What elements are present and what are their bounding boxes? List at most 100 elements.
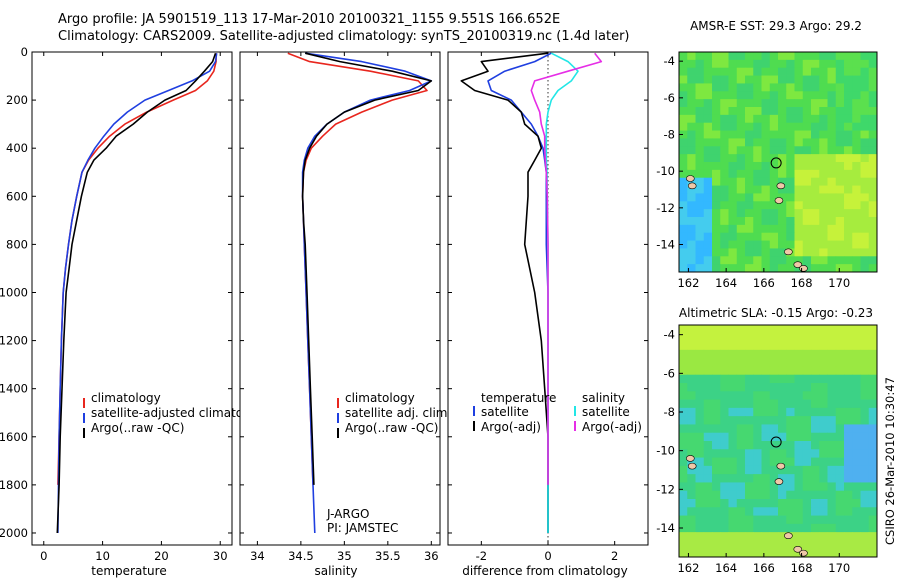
map-cell [835, 114, 845, 124]
map-cell [860, 114, 870, 124]
map-cell [835, 83, 845, 92]
map-cell [712, 59, 721, 69]
map-cell [794, 341, 804, 351]
map-cell [819, 99, 828, 108]
map-cell [794, 391, 804, 400]
map-cell [786, 499, 795, 508]
map-cell [745, 490, 754, 500]
map-cell [860, 523, 870, 533]
map-cell [745, 358, 754, 367]
map-cell [852, 499, 861, 508]
map-cell [844, 548, 853, 558]
map-cell [679, 457, 688, 467]
map-cell [794, 75, 804, 84]
map-cell [687, 341, 696, 351]
map-cell [819, 515, 828, 525]
map-cell [720, 523, 729, 533]
map-cell [827, 224, 837, 234]
map-cell [745, 264, 754, 273]
map-cell [860, 349, 870, 359]
map-cell [868, 325, 878, 334]
map-cell [687, 240, 696, 249]
map-cell [868, 264, 878, 273]
map-cell [827, 341, 837, 351]
map-cell [769, 83, 779, 92]
map-cell [819, 383, 828, 392]
map-cell [745, 449, 754, 458]
map-cell [827, 52, 837, 61]
map-cell [802, 83, 812, 92]
map-cell [852, 217, 861, 226]
map-cell [687, 349, 696, 359]
map-cell [695, 366, 705, 376]
map-cell [835, 407, 845, 417]
map-cell [868, 99, 878, 108]
map-cell [769, 407, 779, 417]
map-cell [852, 232, 861, 241]
map-cell [868, 341, 878, 351]
map-cell [860, 169, 870, 179]
map-cell [860, 515, 870, 525]
map-cell [794, 457, 804, 467]
map-cell [720, 224, 729, 234]
map-cell [720, 209, 729, 218]
map-cell [860, 383, 870, 392]
map-cell [769, 416, 779, 425]
map-cell [695, 441, 705, 450]
map-cell [860, 540, 870, 550]
map-cell [728, 432, 738, 442]
map-cell [802, 107, 812, 116]
map-cell [868, 91, 878, 100]
map-cell [811, 490, 820, 500]
map-cell [761, 465, 771, 475]
map-cell [745, 465, 754, 475]
map-cell [786, 224, 795, 234]
map-cell [679, 52, 688, 61]
map-cell [753, 193, 762, 202]
island-shape [784, 248, 793, 256]
map-cell [835, 374, 845, 384]
map-cell [679, 130, 688, 139]
map-cell [687, 490, 696, 500]
map-cell [703, 366, 713, 376]
map-cell [720, 177, 729, 186]
map-cell [736, 391, 746, 400]
map-cell [745, 325, 754, 334]
map-cell [802, 91, 812, 100]
map-cell [753, 67, 762, 76]
map-cell [852, 162, 861, 171]
map-cell [868, 209, 878, 218]
map-cell [761, 457, 771, 467]
map-cell [712, 465, 721, 475]
map-cell [786, 325, 795, 334]
map-cell [745, 154, 754, 163]
map-cell [745, 540, 754, 550]
map-cell [753, 441, 762, 450]
map-cell [687, 325, 696, 334]
map-cell [761, 256, 771, 265]
map-cell [794, 449, 804, 458]
map-cell [679, 374, 688, 384]
x-tick-label: -2 [476, 549, 487, 563]
map-cell [687, 532, 696, 541]
map-cell [745, 333, 754, 342]
map-cell [778, 457, 787, 467]
map-cell [753, 399, 762, 409]
map-cell [786, 162, 795, 171]
map-cell [778, 248, 787, 257]
map-cell [811, 91, 820, 100]
map-cell [835, 209, 845, 218]
map-cell [720, 169, 729, 179]
map-cell [769, 441, 779, 450]
map-cell [679, 75, 688, 84]
map-cell [720, 217, 729, 226]
map-cell [811, 217, 820, 226]
map-cell [695, 333, 705, 342]
map-cell [844, 474, 853, 483]
map-cell [720, 358, 729, 367]
map-cell [728, 424, 738, 434]
map-cell [860, 325, 870, 334]
map-cell [811, 59, 820, 69]
map-cell [736, 91, 746, 100]
